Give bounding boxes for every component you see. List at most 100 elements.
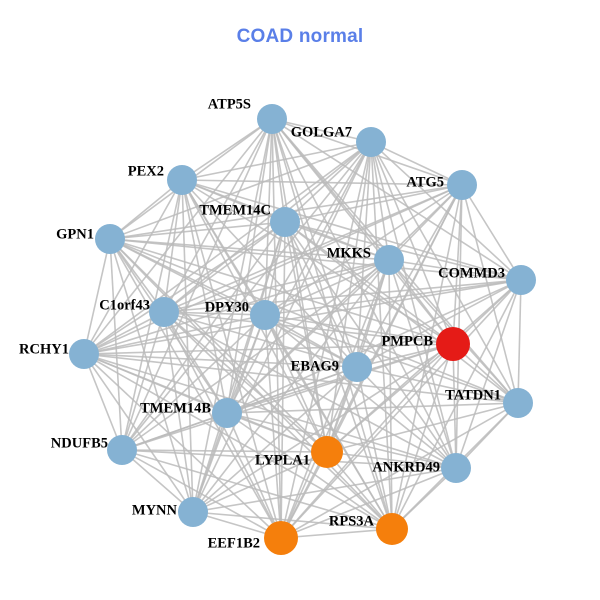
network-edge (83, 184, 463, 355)
network-node-pmpcb[interactable] (436, 327, 470, 361)
network-edge (109, 221, 286, 240)
network-edge (226, 412, 457, 469)
label-layer: ATP5S GOLGA7 PEX2 ATG5 TMEM14C GPN1 MKKS COMMD3… (19, 96, 505, 551)
network-edge (181, 179, 228, 414)
network-edge (370, 141, 522, 281)
network-node-label-tmem14c: TMEM14C (199, 202, 271, 218)
network-edge (121, 449, 328, 453)
network-edge (264, 141, 372, 316)
network-edge (370, 141, 454, 345)
network-node-rchy1[interactable] (69, 339, 99, 369)
network-node-mkks[interactable] (374, 245, 404, 275)
network-edge (83, 179, 183, 355)
network-edge (181, 179, 522, 281)
network-node-label-atp5s: ATP5S (208, 96, 251, 112)
network-edge (264, 221, 286, 316)
network-edge (264, 314, 393, 530)
network-edge (121, 449, 282, 539)
network-node-label-ankrd49: ANKRD49 (372, 459, 440, 475)
network-node-label-lypla1: LYPLA1 (255, 452, 310, 468)
network-node-gpn1[interactable] (95, 224, 125, 254)
network-edge (271, 118, 282, 539)
network-node-tmem14c[interactable] (270, 207, 300, 237)
network-edge (121, 449, 457, 469)
network-edge (83, 118, 273, 355)
network-edge (264, 314, 282, 539)
network-node-label-gpn1: GPN1 (56, 226, 94, 242)
network-node-c1orf43[interactable] (149, 297, 179, 327)
network-node-label-eef1b2: EEF1B2 (208, 535, 260, 551)
network-node-label-rchy1: RCHY1 (19, 341, 69, 357)
network-node-label-golga7: GOLGA7 (291, 124, 352, 140)
network-edge (163, 311, 266, 316)
network-edge (121, 449, 194, 513)
network-node-golga7[interactable] (356, 127, 386, 157)
network-edge (163, 279, 522, 313)
network-edge (264, 314, 358, 368)
network-edge (192, 467, 457, 513)
network-edge (388, 259, 522, 281)
network-edge (181, 141, 372, 181)
network-edge (226, 412, 328, 453)
network-node-dpy30[interactable] (250, 300, 280, 330)
network-edge (109, 179, 183, 240)
network-node-mynn[interactable] (178, 497, 208, 527)
network-edge (109, 238, 328, 453)
network-edge (326, 451, 457, 469)
network-edge (284, 221, 390, 261)
network-node-label-rps3a: RPS3A (329, 513, 375, 529)
network-edge (192, 451, 328, 513)
network-edge (121, 311, 165, 451)
network-edge (284, 221, 393, 530)
network-node-ankrd49[interactable] (441, 453, 471, 483)
network-edge (326, 343, 454, 453)
network-edge (326, 402, 519, 453)
network-edge (83, 353, 282, 539)
network-edge (356, 184, 463, 368)
network-node-atg5[interactable] (447, 170, 477, 200)
network-edge (391, 343, 454, 530)
network-edge (271, 118, 372, 143)
network-node-commd3[interactable] (506, 265, 536, 295)
network-node-ebag9[interactable] (342, 352, 372, 382)
network-edge (356, 279, 522, 368)
network-edge (226, 412, 393, 530)
network-edge (271, 118, 328, 453)
network-node-tmem14b[interactable] (212, 398, 242, 428)
network-node-label-atg5: ATG5 (406, 174, 444, 190)
network-edge (284, 221, 522, 281)
network-edge (181, 179, 194, 513)
network-edge (163, 141, 372, 313)
network-edge (391, 184, 463, 530)
network-edge (83, 259, 390, 355)
network-node-lypla1[interactable] (311, 436, 343, 468)
network-edge (109, 238, 358, 368)
network-edge (280, 528, 393, 539)
network-edge (109, 238, 522, 281)
network-node-label-tmem14b: TMEM14B (140, 400, 211, 416)
network-edge (461, 184, 522, 281)
network-node-label-mkks: MKKS (327, 245, 371, 261)
network-edge (83, 353, 393, 530)
network-node-ndufb5[interactable] (107, 435, 137, 465)
network-node-eef1b2[interactable] (264, 521, 298, 555)
network-edge (280, 402, 519, 539)
network-edge (83, 353, 123, 451)
network-edge (326, 451, 393, 530)
network-edge (109, 238, 454, 345)
network-node-pex2[interactable] (167, 165, 197, 195)
network-edge (163, 311, 328, 453)
network-edge (226, 141, 372, 414)
network-edge (109, 238, 390, 261)
network-node-atp5s[interactable] (257, 104, 287, 134)
network-node-rps3a[interactable] (376, 513, 408, 545)
network-edge (163, 118, 273, 313)
network-node-tatdn1[interactable] (503, 388, 533, 418)
page-title: COAD normal (236, 26, 364, 47)
network-node-label-pmpcb: PMPCB (381, 333, 433, 349)
network-edge (163, 311, 228, 414)
network-edge (280, 467, 457, 539)
network-edge (109, 238, 519, 404)
network-edge (370, 141, 463, 186)
network-edge (83, 238, 111, 355)
